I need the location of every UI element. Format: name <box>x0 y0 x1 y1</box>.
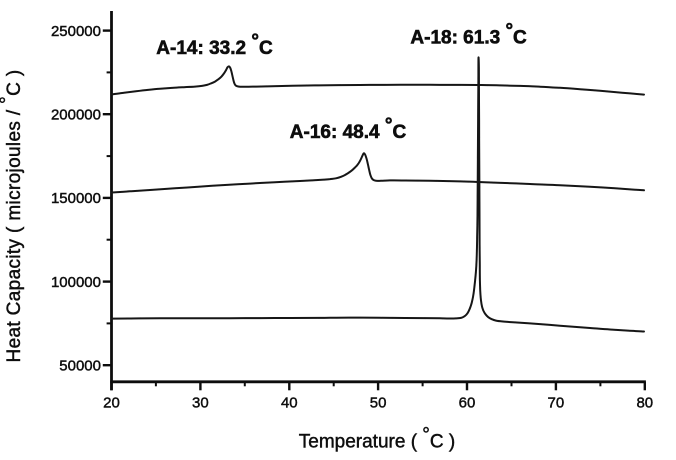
svg-text:50000: 50000 <box>59 357 101 374</box>
svg-text:Heat Capacity ( microjoules /: Heat Capacity ( microjoules / °C ) <box>0 70 25 363</box>
svg-text:150000: 150000 <box>51 190 101 207</box>
svg-text:20: 20 <box>103 395 120 412</box>
svg-text:80: 80 <box>636 395 653 412</box>
svg-text:40: 40 <box>281 395 298 412</box>
svg-text:60: 60 <box>459 395 476 412</box>
svg-text:50: 50 <box>370 395 387 412</box>
svg-text:70: 70 <box>548 395 565 412</box>
svg-text:200000: 200000 <box>51 107 101 124</box>
svg-text:30: 30 <box>192 395 209 412</box>
svg-text:100000: 100000 <box>51 274 101 291</box>
svg-text:250000: 250000 <box>51 23 101 40</box>
